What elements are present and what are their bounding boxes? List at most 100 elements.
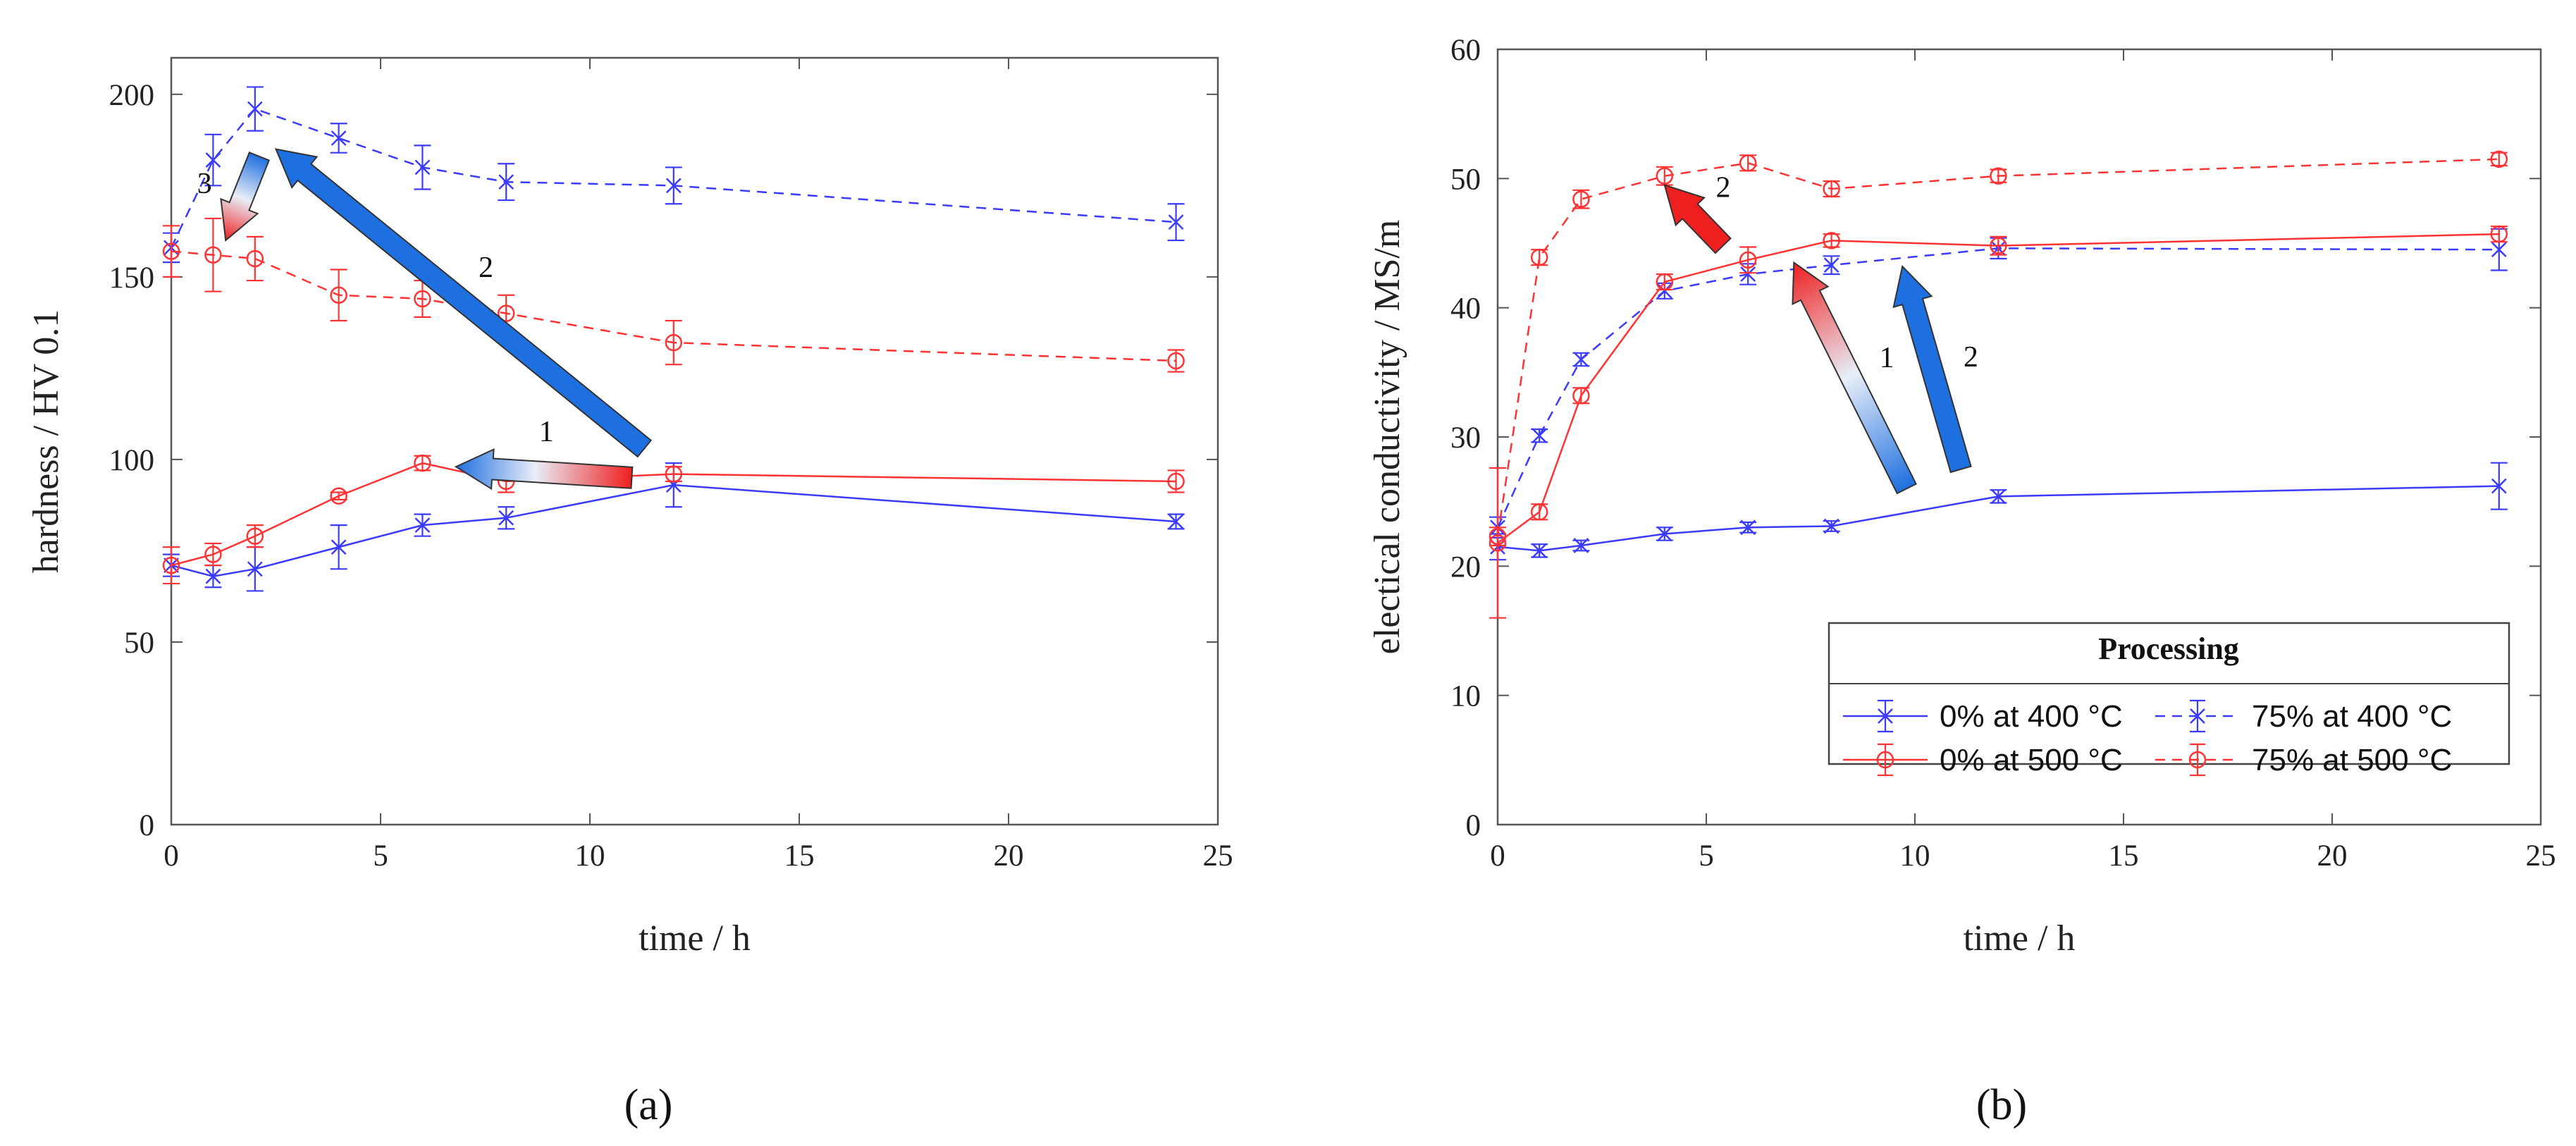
panel-b-y-tick-label: 10	[1450, 680, 1481, 713]
panel-a-series-1-point	[665, 178, 682, 194]
panel-a-series-1-point	[331, 130, 347, 146]
panel-b-series-0-point	[1573, 538, 1589, 553]
panel-b-arrow-2-label: 2	[1964, 341, 1978, 374]
panel-a-arrow-2	[220, 152, 270, 242]
panel-b-x-tick-label: 20	[2317, 839, 2348, 873]
legend-key-2-marker	[1876, 751, 1894, 769]
panel-a-arrow-1	[274, 148, 653, 458]
panel-b-y-axis-label: electical conductivity / MS/m	[1367, 220, 1407, 655]
panel-a-series-0-point	[247, 561, 263, 577]
panel-b-series-3-point	[1990, 167, 2007, 185]
panel-a-x-tick-label: 0	[164, 839, 179, 873]
panel-a-series-3-errorbar	[204, 217, 222, 292]
panel-a-y-tick-label: 0	[140, 809, 155, 842]
panel-a-series-0-point	[331, 539, 347, 555]
panel-a-y-tick-label: 200	[109, 79, 155, 112]
panel-b-label: (b)	[1976, 1081, 2027, 1129]
panel-b-series-2-errorbar	[1990, 235, 2007, 256]
panel-a-series-2-point	[665, 465, 683, 483]
legend-key-0-marker	[1878, 708, 1893, 724]
panel-b-series-2	[1489, 225, 2508, 619]
panel-b-series-2-point	[1572, 387, 1590, 405]
panel-a-plot-frame	[170, 56, 1219, 826]
panel-a-series-1-line	[170, 108, 1176, 248]
legend-key-1-marker	[2190, 708, 2205, 724]
panel-a-series-3-point	[665, 333, 683, 352]
panel-a-arrow-0-label: 1	[539, 416, 554, 448]
panel-a-series-2-point	[330, 487, 347, 505]
panel-a-series-3-errorbar	[665, 319, 682, 366]
panel-a-y-axis-label: hardness / HV 0.1	[26, 309, 66, 574]
panel-b-series-0-line	[1497, 485, 2499, 552]
panel-a-series-0-point	[498, 510, 514, 526]
legend-entry-0: 0% at 400 °C	[1940, 699, 2123, 734]
legend-entry-1: 75% at 400 °C	[2252, 699, 2452, 734]
panel-b-arrow-1	[1663, 183, 1732, 254]
panel-a-series-2-point	[1167, 472, 1185, 491]
panel-a-series-2-errorbar	[163, 546, 180, 585]
legend-key-3-marker	[2188, 751, 2207, 769]
panel-a-series-3-point	[330, 286, 347, 304]
panel-b-series-3-line	[1496, 158, 2499, 537]
legend: Processing 0% at 400 °C 75% at 400 °C 0%…	[1828, 622, 2510, 777]
panel-b-y-tick-label: 60	[1450, 34, 1481, 67]
panel-b-y-tick-label: 0	[1466, 809, 1481, 842]
panel-b-arrow-2	[1892, 264, 1972, 474]
panel-b-series-1-point	[1740, 266, 1756, 282]
panel-b-series-1-point	[1823, 257, 1839, 273]
panel-b-series-2-point	[2490, 225, 2508, 243]
panel-b-series-3-point	[1489, 527, 1507, 546]
panel-a-x-tick-label: 25	[1203, 839, 1233, 873]
panel-b-series-3-point	[2490, 150, 2508, 168]
panel-b-series-3-point	[1530, 248, 1548, 266]
panel-a-x-tick-label: 5	[373, 839, 388, 873]
panel-b-series-0-point	[1740, 519, 1756, 536]
panel-b-series-2-point	[1823, 232, 1840, 249]
panel-a-series-1-point	[498, 174, 514, 190]
panel-b-arrow-0	[1792, 261, 1917, 495]
panel-a-series-3-point	[414, 290, 431, 308]
panel-b-series-2-point	[1990, 237, 2007, 254]
panel-b-series-0-point	[2491, 478, 2507, 494]
panel-b-series-1-point	[1532, 428, 1548, 444]
panel-a-series-3-point	[497, 304, 515, 322]
panel-a-label: (a)	[624, 1081, 673, 1129]
panel-b-x-tick-label: 0	[1490, 839, 1505, 873]
panel-a-arrow-1-label: 2	[479, 252, 493, 284]
panel-a-arrow-0	[454, 448, 634, 491]
panel-a-series-3-point	[204, 246, 222, 264]
panel-a-series-1-point	[247, 101, 263, 117]
legend-key-3-errorbar	[2190, 743, 2205, 777]
panel-a-series-2-point	[204, 546, 222, 563]
panel-a-series-2-point	[246, 527, 264, 545]
panel-b-series-3-point	[1823, 180, 1840, 198]
panel-b-series-0-point	[1656, 526, 1672, 542]
panel-a-series-1	[163, 86, 1185, 264]
panel-a-arrow-2-label: 3	[197, 168, 212, 200]
legend-entry-3: 75% at 500 °C	[2252, 743, 2452, 777]
panel-a-y-tick-label: 50	[124, 627, 154, 660]
panel-b-y-tick-label: 20	[1450, 550, 1481, 584]
panel-a-series-3-point	[1167, 352, 1185, 370]
panel-b-series-3-point	[1572, 190, 1590, 208]
panel-a-series-3-errorbar	[163, 225, 180, 278]
panel-b-y-tick-label: 40	[1450, 292, 1481, 326]
panel-a-series-0-line	[171, 483, 1176, 577]
panel-a-hardness-chart: 0 5 10 15 20 25 0 50 100 150 200 1 2 3 time / h hard…	[26, 56, 1233, 1129]
panel-a-series-0-point	[414, 517, 431, 534]
panel-a-x-axis-label: time / h	[639, 918, 751, 959]
panel-b-series-3-point	[1656, 167, 1674, 185]
panel-a-series-3-errorbar	[246, 235, 264, 282]
legend-entry-2: 0% at 500 °C	[1940, 743, 2123, 777]
panel-a-series-1-point	[205, 152, 221, 168]
panel-b-x-tick-label: 15	[2109, 839, 2139, 873]
panel-a-series-3-point	[246, 249, 264, 268]
panel-a-series-0-point	[205, 568, 221, 584]
panel-a-series-1-point	[1168, 214, 1184, 230]
panel-b-series-0-point	[1823, 518, 1839, 534]
panel-b-y-tick-label: 50	[1450, 163, 1481, 196]
panel-a-series-3-errorbar	[330, 269, 347, 322]
panel-a-series-2-point	[414, 454, 431, 472]
panel-b-series-1-point	[2491, 242, 2507, 258]
